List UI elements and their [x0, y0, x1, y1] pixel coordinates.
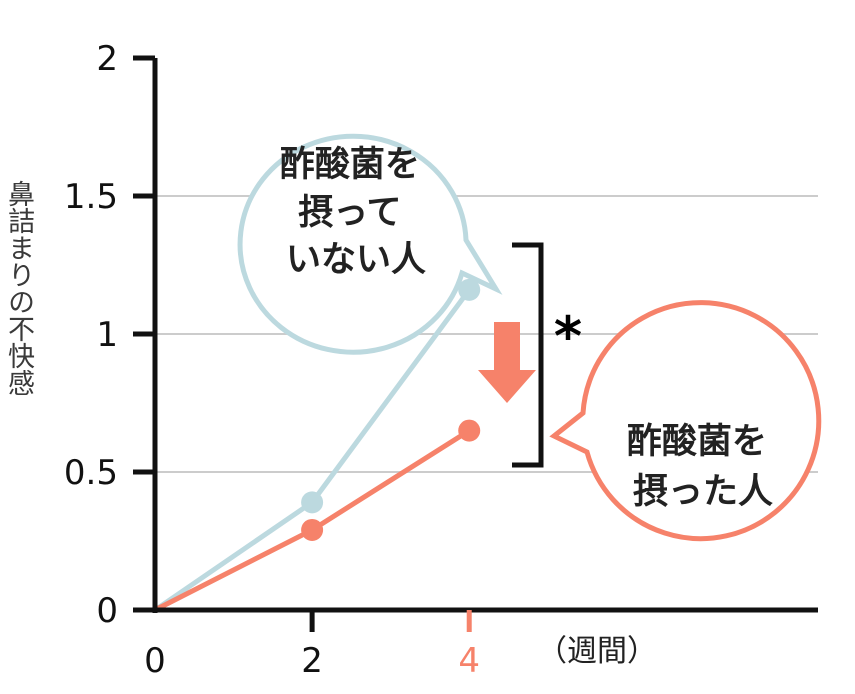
data-point: [301, 518, 324, 541]
y-axis-label: 鼻詰まりの不快感: [3, 180, 34, 396]
y-tick-label: 0: [96, 591, 118, 631]
callout-line: 酢酸菌を: [280, 145, 420, 185]
callout-line: 摂った人: [633, 472, 773, 512]
callout-bubble-no-intake: [237, 133, 503, 355]
x-tick-label: 2: [301, 641, 323, 681]
y-tick-label: 1: [96, 315, 118, 355]
x-axis-unit: （週間）: [537, 634, 657, 669]
callout-line: 摂って: [298, 193, 401, 233]
x-tick-label: 0: [144, 641, 166, 681]
y-tick-label: 1.5: [64, 177, 118, 217]
x-tick-label: 4: [458, 641, 480, 681]
y-tick-label: 2: [96, 39, 118, 79]
data-point: [458, 278, 481, 301]
callout-intake: 酢酸菌を 摂った人: [549, 300, 822, 542]
callout-no-intake: 酢酸菌を 摂って いない人: [237, 133, 503, 355]
data-point: [301, 491, 324, 514]
y-tick-labels: 0 0.5 1 1.5 2: [64, 39, 118, 631]
x-tick-labels: 0 2 4: [144, 641, 480, 681]
callout-line: いない人: [286, 240, 426, 280]
y-tick-label: 0.5: [64, 453, 118, 493]
svg-text:酢酸菌を 摂った人: 酢酸菌を 摂った人: [627, 422, 779, 512]
svg-text:酢酸菌を 摂って いない人: 酢酸菌を 摂って いない人: [280, 145, 432, 280]
axes: [133, 55, 818, 632]
data-points: [301, 278, 481, 541]
decrease-arrow: [478, 322, 536, 403]
data-point: [458, 419, 481, 442]
callout-bubble-intake: [549, 300, 822, 542]
significance-bracket: [512, 242, 544, 468]
significance-mark: *: [554, 305, 582, 368]
callout-line: 酢酸菌を: [627, 422, 767, 462]
